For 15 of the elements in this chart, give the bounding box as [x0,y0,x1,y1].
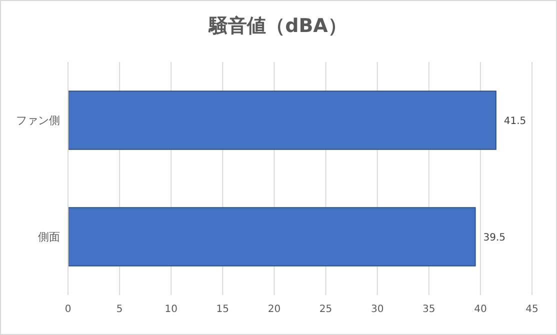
y-tick-label: 側面 [38,230,60,244]
x-tick-label: 25 [319,304,332,316]
data-label: 41.5 [504,116,526,127]
x-tick-label: 5 [116,304,123,316]
x-tick-label: 0 [64,304,72,316]
data-label: 39.5 [483,232,506,244]
x-tick-label: 35 [422,304,436,316]
x-tick-label: 40 [474,304,487,316]
x-tick-label: 30 [370,304,384,316]
y-tick-label: ファン側 [16,114,60,127]
x-tick-label: 20 [268,304,281,316]
x-tick-label: 45 [526,304,538,316]
x-tick-label: 15 [216,304,230,316]
x-tick-label: 10 [164,304,178,316]
chart-title: 騒音値（dBA） [208,15,347,37]
